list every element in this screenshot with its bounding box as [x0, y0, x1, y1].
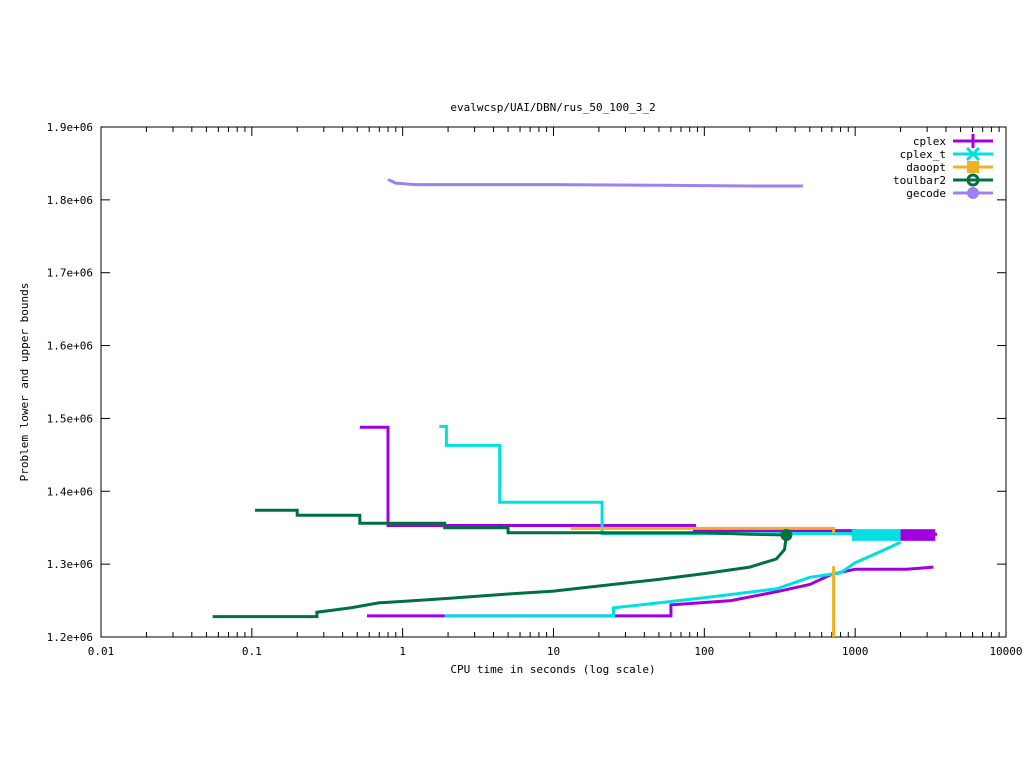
series-cplex-lower — [367, 565, 934, 618]
y-tick-label: 1.8e+06 — [47, 194, 93, 207]
series-gecode-upper — [387, 178, 803, 188]
series-cplex_t — [439, 424, 902, 618]
legend-item-gecode: gecode — [906, 187, 993, 200]
x-tick-label: 1000 — [842, 645, 869, 658]
series-cplex_t-lower — [444, 540, 902, 618]
legend-marker-gecode — [967, 187, 979, 199]
legend-marker-daoopt — [967, 161, 979, 173]
series-daoopt — [570, 526, 836, 637]
series-toulbar2 — [212, 508, 788, 619]
legend-label: cplex — [913, 135, 946, 148]
legend-item-daoopt: daoopt — [906, 161, 993, 174]
cplex_t-marker-band — [851, 529, 901, 541]
y-tick-label: 1.7e+06 — [47, 267, 93, 280]
x-axis-label: CPU time in seconds (log scale) — [450, 663, 655, 676]
legend-label: gecode — [906, 187, 946, 200]
x-axis: 0.01 0.1 1 10 100 1000 10000 — [88, 127, 1023, 658]
y-tick-label: 1.5e+06 — [47, 412, 93, 425]
y-tick-label: 1.9e+06 — [47, 121, 93, 134]
plot-area — [100, 126, 1007, 638]
plot-frame — [100, 126, 1007, 638]
series-toulbar2-upper — [255, 508, 787, 537]
legend-marker-cplex — [966, 134, 980, 148]
legend-marker-toulbar2 — [966, 173, 980, 187]
y-tick-label: 1.6e+06 — [47, 340, 93, 353]
series-toulbar2-lower — [212, 534, 788, 619]
x-tick-label: 10 — [547, 645, 560, 658]
x-tick-label: 0.1 — [242, 645, 262, 658]
legend-label: cplex_t — [900, 148, 946, 161]
y-tick-label: 1.2e+06 — [47, 631, 93, 644]
x-tick-label: 1 — [399, 645, 406, 658]
series-daoopt-upper — [570, 526, 836, 534]
x-tick-label: 100 — [694, 645, 714, 658]
series-gecode — [387, 178, 803, 188]
y-axis-label: Problem lower and upper bounds — [18, 283, 31, 482]
legend-label: daoopt — [906, 161, 946, 174]
y-tick-label: 1.3e+06 — [47, 558, 93, 571]
cplex-marker-band — [900, 529, 936, 541]
x-tick-label: 10000 — [989, 645, 1022, 658]
y-tick-label: 1.4e+06 — [47, 485, 93, 498]
legend-marker-cplex_t — [965, 146, 981, 162]
y-axis: 1.2e+06 1.3e+06 1.4e+06 1.5e+06 1.6e+06 1.7e+… — [47, 121, 1006, 644]
legend-label: toulbar2 — [893, 174, 946, 187]
chart-title: evalwcsp/UAI/DBN/rus_50_100_3_2 — [450, 101, 655, 114]
legend-item-toulbar2: toulbar2 — [893, 173, 993, 187]
series-cplex_t-upper — [439, 424, 901, 538]
legend-item-cplex_t: cplex_t — [900, 146, 993, 162]
legend-item-cplex: cplex — [913, 134, 993, 148]
toulbar2-marker — [780, 529, 793, 541]
series-layer — [212, 178, 938, 637]
x-tick-label: 0.01 — [88, 645, 115, 658]
series-cplex — [359, 425, 938, 618]
